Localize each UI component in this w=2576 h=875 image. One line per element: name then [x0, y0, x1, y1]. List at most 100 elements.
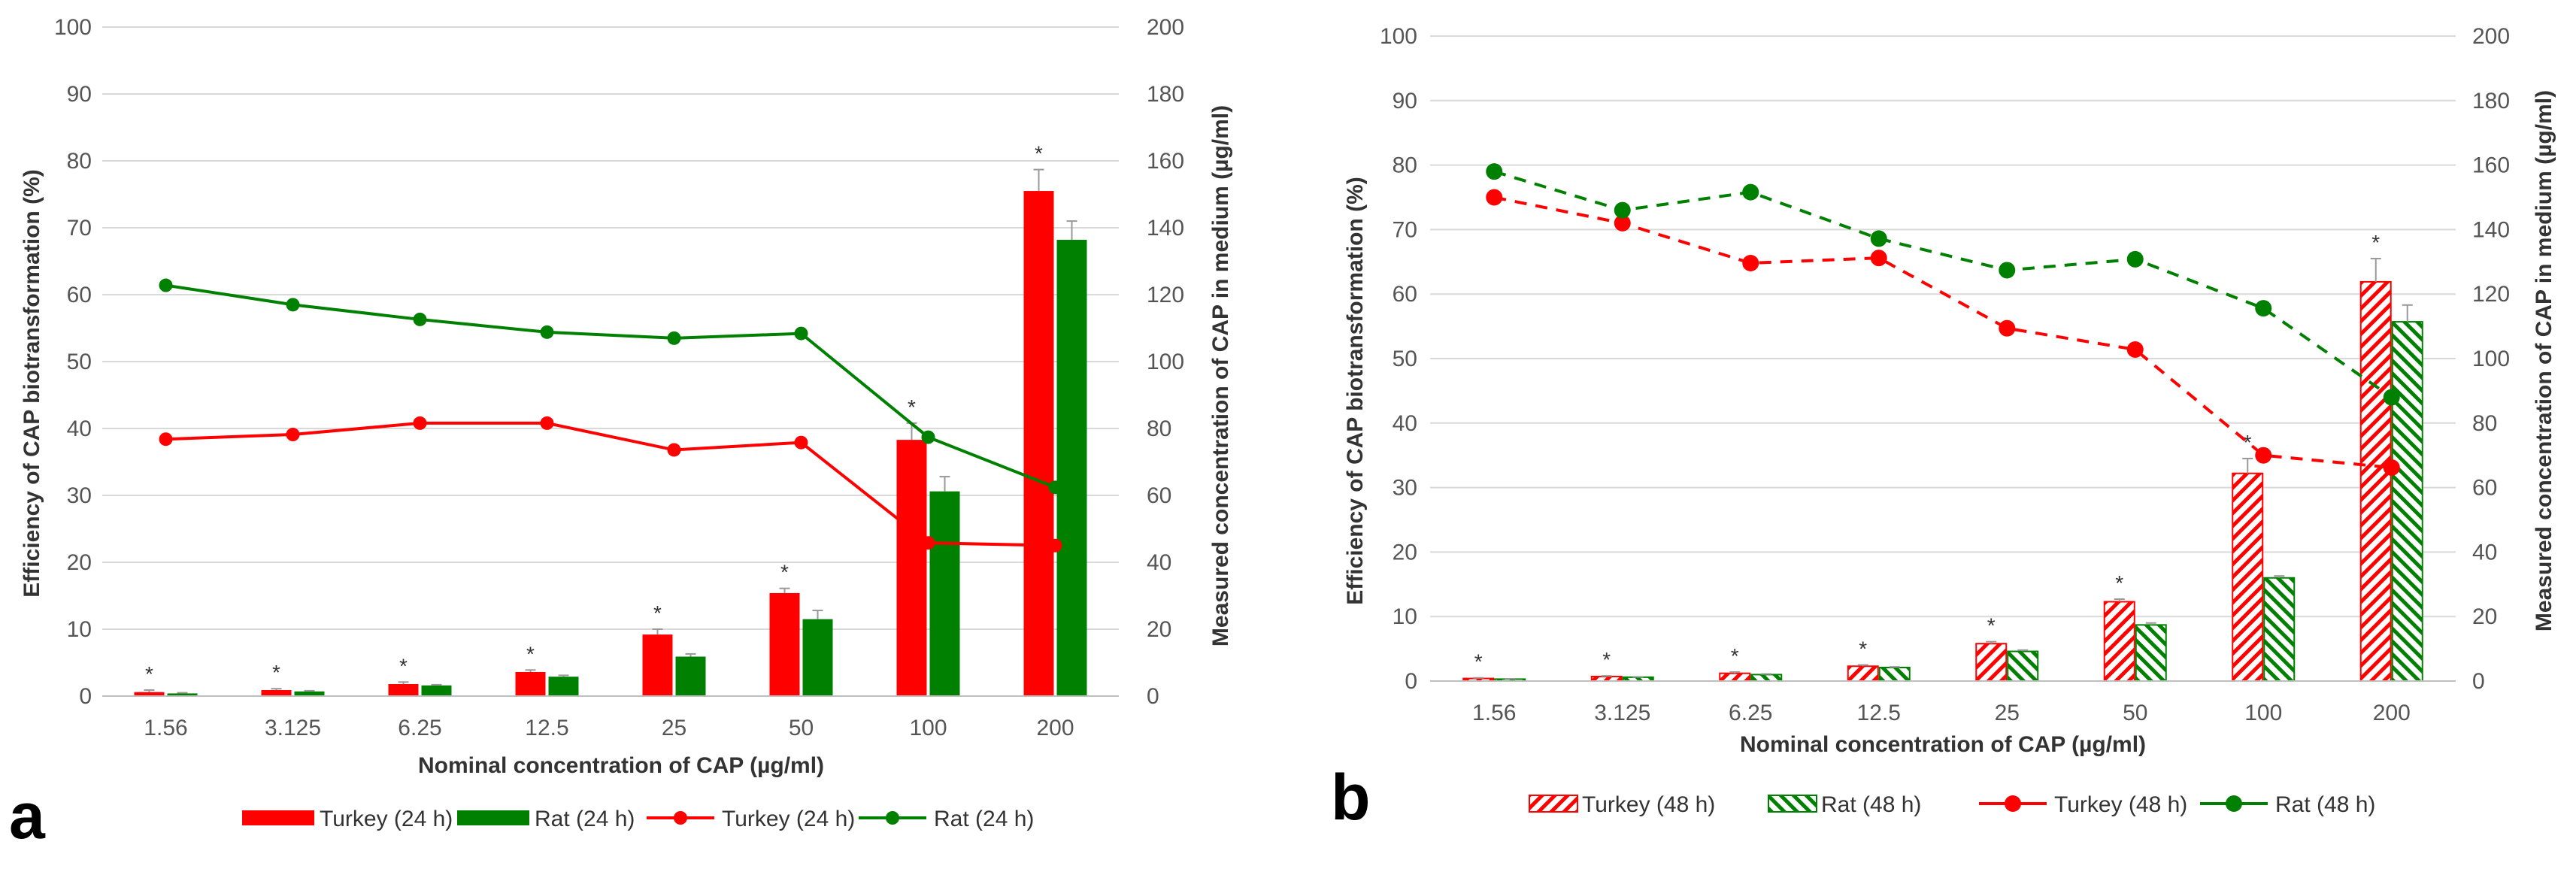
bar-rat-100	[2263, 577, 2296, 682]
significance-star: *	[1035, 142, 1043, 165]
lines	[1486, 163, 2400, 477]
line-point-rat-3.125	[286, 298, 300, 312]
y2-tick-label: 100	[2472, 347, 2510, 371]
y2-axis-title: Measured concentration of CAP in medium …	[1208, 105, 1233, 646]
y2-tick-label: 40	[2472, 540, 2497, 565]
significance-star: *	[1987, 614, 1996, 637]
line-point-rat-25	[1999, 262, 2016, 279]
legend-label-turkey-line: Turkey (48 h)	[2054, 792, 2187, 817]
legend-label-rat-line: Rat (48 h)	[2275, 792, 2375, 817]
x-tick-label: 200	[1036, 716, 1074, 740]
y2-tick-label: 100	[1147, 350, 1184, 374]
y-tick-label: 90	[1393, 89, 1417, 114]
line-turkey	[1493, 195, 2392, 469]
x-tick-label: 6.25	[1729, 701, 1772, 725]
line-point-turkey-200	[2383, 459, 2400, 477]
line-point-turkey-12.5	[540, 416, 554, 430]
bar-rat-50	[2135, 624, 2167, 682]
x-tick-label: 25	[1995, 701, 2020, 725]
y2-tick-label: 120	[2472, 282, 2510, 307]
line-point-rat-3.125	[1614, 201, 1631, 219]
y2-tick-label: 160	[1147, 149, 1184, 174]
y2-tick-label: 180	[1147, 82, 1184, 107]
bar-rat-6.25	[421, 685, 452, 696]
significance-star: *	[780, 561, 789, 584]
y2-tick-label: 60	[2472, 476, 2497, 501]
y-axis-title: Efficiency of CAP biotransformation (%)	[20, 169, 44, 598]
x-tick-label: 3.125	[1594, 701, 1650, 725]
line-point-turkey-1.56	[1486, 189, 1503, 206]
bar-turkey-12.5	[515, 671, 546, 696]
y-tick-label: 20	[67, 550, 92, 575]
x-tick-label: 6.25	[398, 716, 441, 740]
y2-tick-label: 60	[1147, 483, 1171, 508]
line-point-turkey-50	[794, 435, 808, 450]
significance-star: *	[653, 601, 662, 625]
bar-turkey-3.125	[261, 689, 292, 696]
significance-star: *	[145, 662, 153, 686]
bar-turkey-6.25	[388, 683, 419, 696]
legend-swatch-rat-bar	[457, 810, 529, 825]
bar-turkey-50	[769, 592, 800, 696]
x-tick-label: 1.56	[1472, 701, 1516, 725]
legend-label-turkey-bar: Turkey (24 h)	[320, 807, 453, 831]
y-tick-label: 50	[67, 350, 92, 374]
significance-star: *	[2371, 231, 2380, 254]
legend-marker-rat-line	[2226, 795, 2242, 812]
y-tick-label: 40	[67, 416, 92, 441]
lines	[159, 278, 1062, 553]
significance-star: *	[2115, 571, 2123, 595]
line-point-rat-100	[921, 430, 935, 444]
y-axis-title: Efficiency of CAP biotransformation (%)	[1343, 177, 1368, 605]
line-point-turkey-50	[2126, 341, 2144, 358]
bar-rat-6.25	[1750, 674, 1783, 682]
significance-star: *	[526, 642, 535, 665]
bar-rat-25	[2007, 650, 2039, 682]
x-tick-label: 1.56	[144, 716, 187, 740]
y2-tick-label: 80	[2472, 411, 2497, 436]
x-tick-label: 100	[2244, 701, 2282, 725]
y-tick-label: 60	[67, 283, 92, 307]
y-tick-label: 50	[1393, 347, 1417, 371]
significance-star: *	[2244, 431, 2252, 454]
legend-marker-turkey-line	[674, 811, 687, 825]
y2-tick-label: 140	[1147, 216, 1184, 241]
x-axis-title: Nominal concentration of CAP (µg/ml)	[418, 753, 824, 778]
y2-tick-label: 80	[1147, 416, 1171, 441]
significance-star: *	[1602, 648, 1611, 671]
line-point-turkey-100	[2255, 447, 2272, 464]
significance-star: *	[1474, 650, 1483, 674]
line-point-turkey-1.56	[159, 432, 173, 447]
line-rat	[1493, 170, 2393, 399]
line-point-turkey-12.5	[1870, 250, 1887, 267]
y-tick-label: 30	[67, 483, 92, 508]
axes: 0 10 20 30 40 50 60 70 80 90 100 0 20 40 60 80 100 120 140…	[1380, 24, 2510, 725]
y-tick-label: 0	[79, 684, 92, 709]
y-tick-label: 90	[67, 82, 92, 107]
line-point-turkey-200	[1048, 538, 1062, 553]
x-tick-label: 100	[909, 716, 947, 740]
y-tick-label: 100	[54, 15, 92, 40]
significance-star: *	[399, 654, 408, 677]
bars: * * * * * * * *	[134, 142, 1087, 697]
y2-tick-label: 0	[2472, 669, 2485, 694]
legend-label-turkey-bar: Turkey (48 h)	[1582, 792, 1715, 817]
panel-letter: a	[9, 780, 46, 852]
bar-turkey-200	[2359, 280, 2392, 682]
y2-tick-label: 0	[1147, 684, 1159, 709]
bar-rat-12.5	[1878, 666, 1911, 682]
y2-tick-label: 200	[2472, 24, 2510, 49]
bar-rat-50	[802, 619, 833, 696]
significance-star: *	[908, 395, 916, 419]
y-tick-label: 10	[1393, 604, 1417, 629]
x-tick-label: 3.125	[265, 716, 321, 740]
x-tick-label: 12.5	[1857, 701, 1901, 725]
y-tick-label: 70	[67, 216, 92, 241]
line-point-rat-200	[1048, 480, 1062, 495]
bar-turkey-1.56	[134, 692, 165, 696]
significance-star: *	[1731, 644, 1739, 668]
y2-tick-label: 200	[1147, 15, 1184, 40]
y2-tick-label: 20	[2472, 604, 2497, 629]
y2-tick-label: 40	[1147, 550, 1171, 575]
gridlines	[102, 26, 1119, 697]
